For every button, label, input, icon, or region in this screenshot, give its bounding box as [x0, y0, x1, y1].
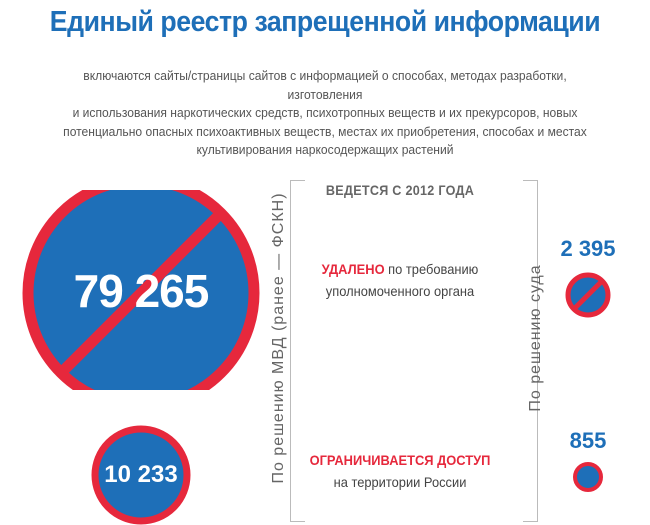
mvd-deleted-count: 79 265: [73, 265, 210, 317]
deleted-note: УДАЛЕНО по требованию уполномоченного ор…: [308, 258, 492, 302]
deleted-highlight: УДАЛЕНО: [321, 261, 385, 277]
court-label: По решению суда: [527, 264, 544, 412]
deleted-text: по требованию: [388, 261, 479, 277]
subtitle-line: и использования наркотических средств, п…: [72, 105, 578, 120]
right-bracket: [523, 180, 538, 522]
since-label: ВЕДЕТСЯ С 2012 ГОДА: [325, 182, 475, 198]
court-restricted-count: 855: [569, 428, 607, 453]
court-deleted-count: 2 395: [560, 236, 616, 261]
restricted-highlight: ОГРАНИЧИВАЕТСЯ ДОСТУП: [309, 452, 491, 468]
mvd-restricted-circle: [91, 425, 191, 525]
restricted-note: ОГРАНИЧИВАЕТСЯ ДОСТУП на территории Росс…: [299, 449, 501, 493]
subtitle-line: потенциально опасных психоактивных вещес…: [63, 123, 587, 139]
mvd-restricted-count: 10 233: [104, 461, 178, 488]
big-prohibition-sign: [22, 190, 260, 390]
page-title: Единый реестр запрещенной информации: [49, 6, 601, 38]
court-restricted-circle: [573, 462, 603, 492]
restricted-text: на территории России: [333, 474, 467, 490]
subtitle: включаются сайты/страницы сайтов с инфор…: [60, 67, 590, 160]
mvd-label: По решению МВД (ранее — ФСКН): [270, 192, 287, 484]
court-prohibition-sign: [565, 272, 611, 318]
left-bracket: [290, 180, 305, 522]
deleted-text-2: уполномоченного органа: [325, 283, 475, 299]
subtitle-line: культивирования наркосодержащих растений: [196, 142, 454, 157]
subtitle-line: включаются сайты/страницы сайтов с инфор…: [83, 68, 567, 102]
